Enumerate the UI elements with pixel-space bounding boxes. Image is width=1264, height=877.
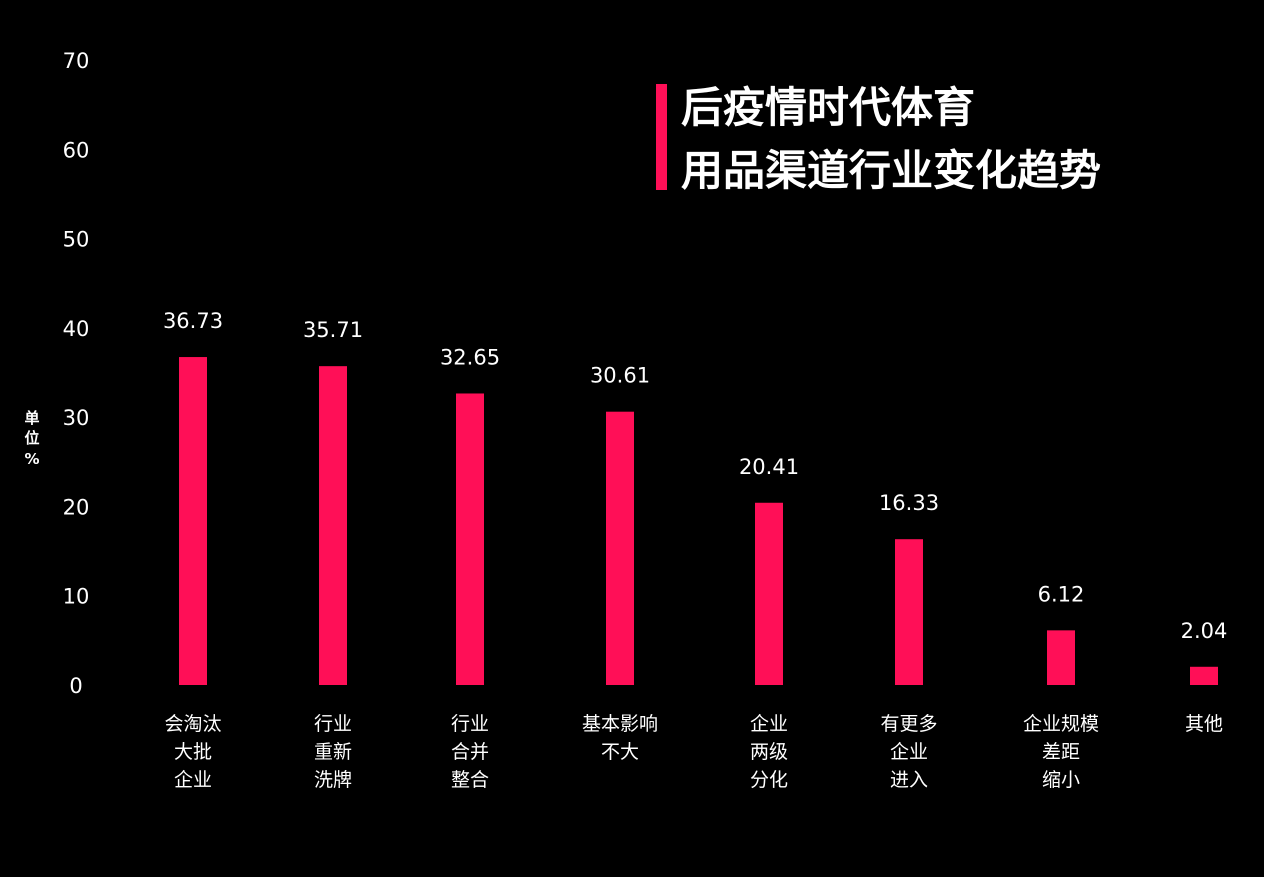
category-label-3-line-1: 不大 (601, 741, 639, 763)
y-axis-unit-label: 单 位 % (24, 409, 39, 468)
value-label-1: 35.71 (303, 318, 363, 342)
bars-group (179, 357, 1218, 685)
bar-0 (179, 357, 207, 685)
value-labels-group: 36.73 35.71 32.65 30.61 20.41 16.33 6.12 2.04 (163, 309, 1227, 643)
chart-title-line-2: 用品渠道行业变化趋势 (681, 146, 1101, 195)
category-label-0-line-1: 大批 (174, 741, 212, 763)
bar-3 (606, 411, 634, 685)
bar-6 (1047, 630, 1075, 685)
bar-5 (895, 539, 923, 685)
y-unit-char-3: % (24, 450, 39, 468)
category-label-5-line-0: 有更多 (880, 713, 937, 735)
value-label-3: 30.61 (590, 364, 650, 388)
category-label-1-line-1: 重新 (314, 741, 352, 763)
category-label-5-line-2: 进入 (890, 769, 928, 791)
category-label-6-line-1: 差距 (1042, 741, 1080, 763)
title-accent-bar (656, 84, 667, 190)
value-label-4: 20.41 (739, 455, 799, 479)
value-label-0: 36.73 (163, 309, 223, 333)
chart-title-group: 后疫情时代体育 用品渠道行业变化趋势 (656, 83, 1101, 195)
y-tick-label-40: 40 (63, 317, 90, 341)
category-label-6-line-2: 缩小 (1042, 769, 1080, 791)
chart-title-line-1: 后疫情时代体育 (681, 83, 975, 132)
bar-7 (1190, 666, 1218, 685)
y-unit-char-1: 单 (24, 409, 39, 427)
category-label-0-line-2: 企业 (174, 769, 212, 791)
category-label-2-line-1: 合并 (451, 741, 489, 763)
bar-2 (456, 393, 484, 685)
category-label-1-line-0: 行业 (314, 713, 352, 735)
category-label-6-line-0: 企业规模 (1023, 713, 1099, 735)
y-tick-label-60: 60 (63, 138, 90, 162)
y-tick-label-10: 10 (63, 585, 90, 609)
y-tick-label-20: 20 (63, 495, 90, 519)
value-label-7: 2.04 (1181, 619, 1228, 643)
y-tick-label-70: 70 (63, 49, 90, 73)
value-label-5: 16.33 (879, 491, 939, 515)
category-label-4-line-0: 企业 (750, 713, 788, 735)
y-tick-label-0: 0 (69, 674, 82, 698)
bar-1 (319, 366, 347, 685)
category-label-2-line-0: 行业 (451, 713, 489, 735)
value-label-6: 6.12 (1038, 582, 1085, 606)
y-unit-char-2: 位 (24, 429, 39, 447)
category-labels-group: 会淘汰大批企业行业重新洗牌行业合并整合基本影响不大企业两级分化有更多企业进入企业… (164, 713, 1223, 791)
value-label-2: 32.65 (440, 345, 500, 369)
category-label-7-line-0: 其他 (1185, 713, 1223, 735)
category-label-0-line-0: 会淘汰 (164, 713, 221, 735)
category-label-5-line-1: 企业 (890, 741, 928, 763)
y-axis-ticks: 0 10 20 30 40 50 60 70 (63, 49, 90, 698)
y-tick-label-50: 50 (63, 228, 90, 252)
bar-4 (755, 502, 783, 685)
category-label-3-line-0: 基本影响 (582, 713, 658, 735)
category-label-2-line-2: 整合 (451, 769, 489, 791)
category-label-4-line-2: 分化 (750, 769, 788, 791)
y-tick-label-30: 30 (63, 406, 90, 430)
category-label-1-line-2: 洗牌 (314, 769, 352, 791)
category-label-4-line-1: 两级 (750, 741, 788, 763)
